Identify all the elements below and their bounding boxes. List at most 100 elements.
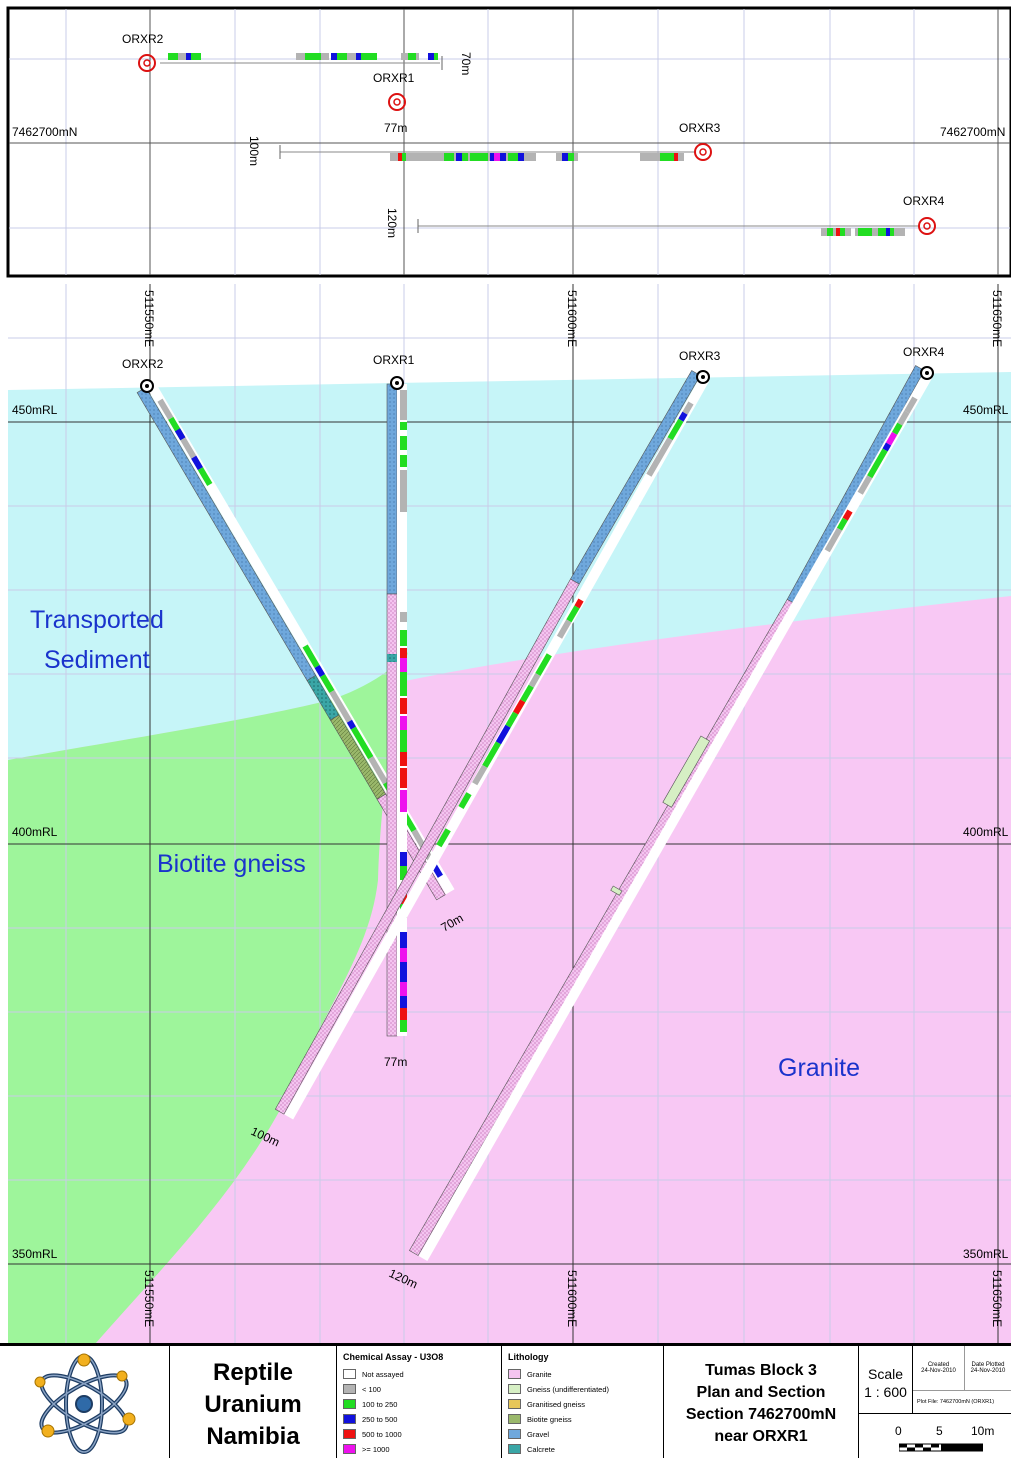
easting-label-3: 511650mE 511650mE [990, 290, 1004, 1327]
atom-logo-icon [34, 1353, 136, 1454]
svg-text:350mRL: 350mRL [12, 1247, 58, 1261]
assay-trace-orxr1 [400, 390, 407, 1032]
plan-hole-orxr4: ORXR4 120m [385, 194, 945, 238]
created-label: Created [927, 1362, 950, 1368]
plan-northing-left: 7462700mN [12, 125, 77, 139]
plan-trace-orxr2 [168, 53, 438, 60]
svg-text:511550mE: 511550mE [142, 290, 156, 347]
svg-text:511550mE: 511550mE [142, 1270, 156, 1327]
plotted-date: 24-Nov-2010 [970, 1368, 1006, 1374]
svg-text:350mRL: 350mRL [963, 1247, 1009, 1261]
lithology-swatch [508, 1429, 521, 1439]
easting-label-2: 511600mE 511600mE [565, 290, 579, 1327]
rl-label-400: 400mRL 400mRL [12, 825, 1009, 839]
svg-text:450mRL: 450mRL [963, 403, 1009, 417]
plot-file: Plot File: 7462700mN (ORXR1) [913, 1391, 1011, 1414]
hole-orxr3: ORXR3 100m [249, 349, 721, 1149]
logo-cell [0, 1346, 170, 1458]
rl-label-350: 350mRL 350mRL [12, 1247, 1009, 1261]
assay-swatch [343, 1444, 356, 1454]
svg-text:450mRL: 450mRL [12, 403, 58, 417]
plan-hole-depth: 100m [247, 136, 261, 166]
plotted-label: Date Plotted [971, 1362, 1005, 1368]
map-title-line-4: near ORXR1 [714, 1428, 808, 1445]
scale-bar-label-5: 5 [936, 1424, 943, 1438]
plan-major-grid [9, 9, 1010, 275]
map-title-line-2: Plan and Section [696, 1384, 826, 1401]
scale-bar-label-10: 10m [971, 1424, 995, 1438]
section-hole-label: ORXR4 [903, 345, 945, 359]
map-footer: Reptile Uranium Namibia Chemical Assay -… [0, 1343, 1011, 1458]
plan-northing-right: 7462700mN [940, 125, 1005, 139]
lithology-legend-title: Lithology [508, 1352, 549, 1362]
company-cell: Reptile Uranium Namibia [170, 1346, 337, 1458]
lithology-swatch [508, 1444, 521, 1454]
easting-label-1: 511550mE 511550mE [142, 290, 156, 1327]
assay-legend-item: >= 1000 [343, 1443, 390, 1455]
svg-text:511600mE: 511600mE [565, 290, 579, 347]
plan-hole-depth: 120m [385, 208, 399, 238]
assay-swatch [343, 1369, 356, 1379]
assay-swatch [343, 1414, 356, 1424]
scale-value: 1 : 600 [864, 1384, 907, 1400]
section-hole-label: ORXR2 [122, 357, 164, 371]
assay-legend: Chemical Assay - U3O8 Not assayed < 100 … [337, 1346, 502, 1458]
plan-hole-orxr1: ORXR1 77m [373, 71, 415, 135]
svg-text:511650mE: 511650mE [990, 1270, 1004, 1327]
company-name-line-2: Uranium [204, 1391, 302, 1418]
section-hole-label: ORXR3 [679, 349, 721, 363]
scale-bar-label-0: 0 [895, 1424, 902, 1438]
granite-label: Granite [778, 1054, 860, 1082]
section-hole-label: ORXR1 [373, 353, 415, 367]
svg-text:400mRL: 400mRL [963, 825, 1009, 839]
assay-trace-orxr3 [436, 401, 694, 848]
plan-hole-depth: 77m [384, 121, 407, 135]
map-title-line-3: Section 7462700mN [685, 1406, 837, 1423]
assay-legend-item: 250 to 500 [343, 1413, 397, 1425]
company-name-line-3: Namibia [206, 1423, 300, 1450]
scale-block: Scale 1 : 600 Created 24-Nov-2010 Date P… [859, 1346, 1011, 1458]
title-block: Tumas Block 3 Plan and Section Section 7… [664, 1346, 859, 1458]
transported-label-2: Sediment [44, 646, 150, 674]
plan-trace-orxr3 [390, 153, 684, 161]
svg-text:511650mE: 511650mE [990, 290, 1004, 347]
map-title-line-1: Tumas Block 3 [705, 1362, 817, 1379]
lithology-swatch [508, 1399, 521, 1409]
company-name-line-1: Reptile [212, 1359, 293, 1386]
hole-orxr4: ORXR4 120m [387, 345, 945, 1291]
assay-legend-item: 100 to 250 [343, 1398, 397, 1410]
assay-legend-item: 500 to 1000 [343, 1428, 402, 1440]
lithology-legend-item: Gravel [508, 1428, 549, 1440]
biotite-gneiss-unit [8, 652, 408, 1344]
plan-view: 7462700mN 7462700mN ORXR2 70m ORXR1 77m [6, 6, 1011, 278]
plotted-box: Date Plotted 24-Nov-2010 [965, 1346, 1011, 1391]
assay-trace-orxr4 [824, 396, 918, 553]
assay-legend-title: Chemical Assay - U3O8 [343, 1352, 444, 1362]
plan-hole-label: ORXR1 [373, 71, 415, 85]
svg-text:400mRL: 400mRL [12, 825, 58, 839]
assay-legend-item: < 100 [343, 1383, 381, 1395]
svg-text:511600mE: 511600mE [565, 1270, 579, 1327]
lithology-legend-item: Granite [508, 1368, 552, 1380]
lithology-legend-item: Gneiss (undifferentiated) [508, 1383, 609, 1395]
plan-hole-label: ORXR4 [903, 194, 945, 208]
plan-hole-depth: 70m [459, 52, 473, 75]
section-hole-depth: 77m [384, 1055, 407, 1069]
assay-swatch [343, 1399, 356, 1409]
created-box: Created 24-Nov-2010 [913, 1346, 965, 1391]
scale-bar [899, 1443, 983, 1452]
lithology-legend-item: Calcrete [508, 1443, 555, 1455]
created-date: 24-Nov-2010 [921, 1368, 956, 1374]
plan-trace-orxr4 [821, 228, 905, 236]
assay-legend-item: Not assayed [343, 1368, 404, 1380]
scale-label: Scale [867, 1366, 904, 1382]
rl-label-450: 450mRL 450mRL [12, 403, 1009, 417]
lithology-swatch [508, 1369, 521, 1379]
assay-swatch [343, 1429, 356, 1439]
lithology-legend: Lithology Granite Gneiss (undifferentiat… [502, 1346, 664, 1458]
lithology-legend-item: Granitised gneiss [508, 1398, 585, 1410]
biotite-gneiss-label: Biotite gneiss [157, 850, 306, 878]
plan-hole-orxr3: ORXR3 100m [247, 121, 721, 166]
plan-hole-orxr2: ORXR2 70m [122, 32, 473, 75]
transported-label-1: Transported [30, 606, 164, 634]
